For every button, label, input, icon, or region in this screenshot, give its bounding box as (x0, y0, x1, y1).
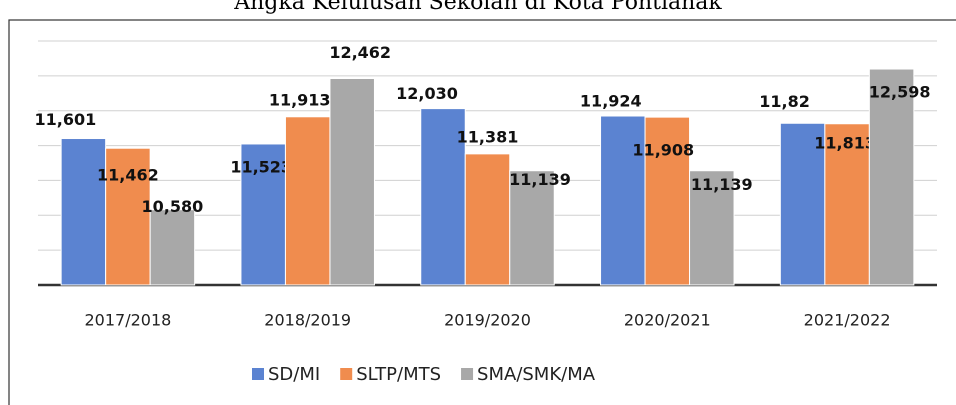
bar (149, 209, 196, 286)
bar (600, 115, 646, 286)
bar (779, 122, 826, 286)
title-backdrop (140, 0, 816, 14)
x-tick-label: 2018/2019 (264, 311, 351, 330)
data-label: 11,381 (457, 127, 519, 146)
bar (420, 108, 466, 286)
data-label: 11,813 (814, 133, 876, 152)
legend-label: SLTP/MTS (356, 364, 441, 385)
x-tick-label: 2017/2018 (84, 311, 171, 330)
x-tick-label: 2020/2021 (624, 311, 711, 330)
bar (240, 143, 286, 286)
legend-swatch (461, 368, 474, 380)
data-label: 11,462 (97, 166, 159, 185)
x-tick-label: 2019/2020 (444, 311, 531, 330)
bar (105, 147, 151, 286)
data-label: 11,924 (580, 92, 642, 111)
bar (509, 170, 555, 286)
data-label: 11,82 (759, 92, 810, 111)
legend-label: SD/MI (268, 364, 320, 385)
bar (868, 68, 915, 286)
data-label: 11,601 (35, 110, 97, 129)
bar (329, 78, 375, 286)
data-label: 10,580 (142, 197, 204, 216)
legend-swatch (252, 368, 264, 380)
chart-frame (8, 19, 956, 405)
data-label: 11,523 (230, 157, 292, 176)
bar (60, 138, 107, 286)
data-label: 12,598 (869, 83, 931, 102)
data-label: 11,913 (269, 90, 331, 109)
data-label: 11,139 (509, 170, 571, 189)
x-tick-label: 2021/2022 (804, 311, 891, 330)
data-label: 11,139 (691, 175, 753, 194)
data-label: 12,462 (329, 43, 391, 62)
bar (464, 153, 511, 286)
legend-label: SMA/SMK/MA (477, 364, 596, 385)
data-label: 12,030 (396, 84, 458, 103)
bar (284, 116, 331, 286)
data-label: 11,908 (632, 141, 694, 160)
legend-swatch (340, 368, 353, 380)
bar (689, 170, 735, 286)
chart-title: Angka Kelulusan Sekolah di Kota Pontiana… (233, 0, 722, 15)
